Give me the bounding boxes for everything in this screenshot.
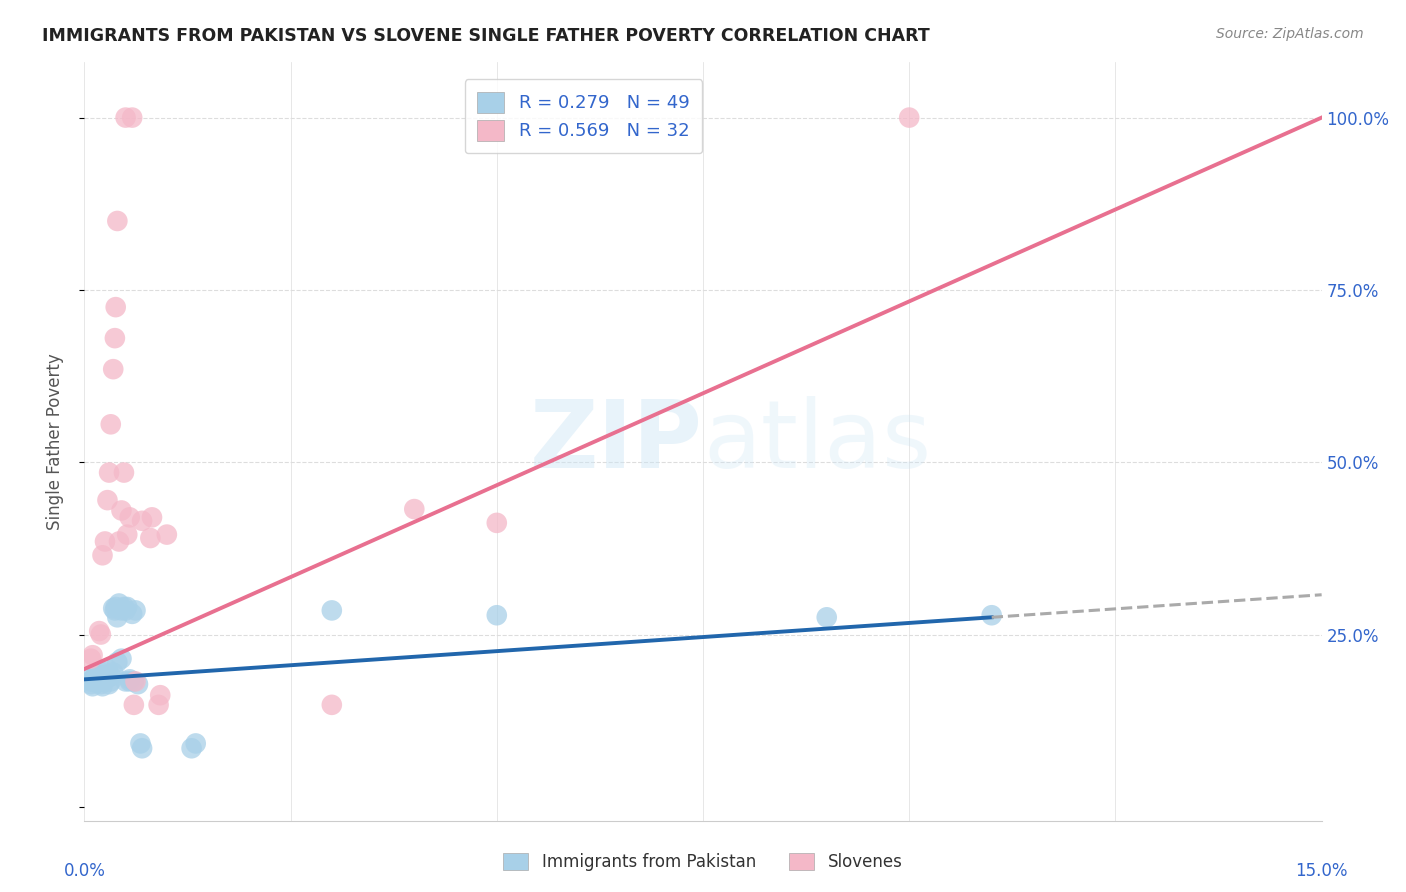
Point	[131, 514, 153, 528]
Y-axis label: Single Father Poverty: Single Father Poverty	[45, 353, 63, 530]
Point	[98, 677, 121, 691]
Point	[129, 736, 152, 750]
Legend: Immigrants from Pakistan, Slovenes: Immigrants from Pakistan, Slovenes	[495, 845, 911, 880]
Legend: R = 0.279   N = 49, R = 0.569   N = 32: R = 0.279 N = 49, R = 0.569 N = 32	[464, 79, 702, 153]
Point	[485, 516, 508, 530]
Point	[321, 698, 343, 712]
Point	[94, 534, 117, 549]
Point	[90, 671, 112, 685]
Point	[91, 674, 114, 689]
Point	[485, 608, 508, 623]
Point	[96, 493, 118, 508]
Point	[139, 531, 162, 545]
Point	[103, 601, 125, 615]
Point	[104, 331, 127, 345]
Point	[80, 677, 103, 691]
Point	[112, 466, 135, 480]
Text: 0.0%: 0.0%	[63, 862, 105, 880]
Point	[98, 670, 121, 684]
Point	[110, 603, 132, 617]
Point	[89, 669, 111, 683]
Point	[100, 417, 122, 432]
Point	[118, 674, 141, 689]
Point	[105, 655, 128, 669]
Point	[91, 548, 114, 563]
Point	[118, 510, 141, 524]
Point	[108, 534, 131, 549]
Point	[110, 503, 132, 517]
Text: IMMIGRANTS FROM PAKISTAN VS SLOVENE SINGLE FATHER POVERTY CORRELATION CHART: IMMIGRANTS FROM PAKISTAN VS SLOVENE SING…	[42, 27, 929, 45]
Point	[131, 741, 153, 756]
Point	[80, 651, 103, 665]
Point	[77, 673, 100, 687]
Point	[100, 674, 122, 689]
Point	[124, 603, 146, 617]
Point	[180, 741, 202, 756]
Point	[86, 675, 108, 690]
Point	[98, 466, 121, 480]
Point	[404, 502, 426, 516]
Point	[156, 527, 179, 541]
Point	[91, 679, 114, 693]
Point	[103, 362, 125, 376]
Point	[82, 679, 104, 693]
Point	[100, 669, 122, 683]
Point	[815, 610, 838, 624]
Point	[117, 527, 139, 541]
Point	[121, 111, 143, 125]
Point	[141, 510, 163, 524]
Point	[114, 603, 136, 617]
Point	[118, 673, 141, 687]
Point	[104, 603, 127, 617]
Point	[82, 648, 104, 663]
Point	[112, 599, 135, 614]
Point	[124, 674, 146, 689]
Point	[117, 599, 139, 614]
Point	[86, 667, 108, 681]
Point	[103, 665, 125, 680]
Text: ZIP: ZIP	[530, 395, 703, 488]
Point	[105, 214, 128, 228]
Point	[104, 300, 127, 314]
Text: 15.0%: 15.0%	[1295, 862, 1348, 880]
Point	[110, 651, 132, 665]
Point	[105, 610, 128, 624]
Text: atlas: atlas	[703, 395, 931, 488]
Point	[122, 674, 145, 689]
Point	[104, 599, 127, 614]
Point	[121, 607, 143, 621]
Point	[96, 662, 118, 676]
Point	[114, 674, 136, 689]
Point	[148, 698, 170, 712]
Point	[898, 111, 921, 125]
Point	[321, 603, 343, 617]
Point	[94, 665, 117, 680]
Point	[94, 673, 117, 687]
Point	[87, 673, 110, 687]
Point	[184, 736, 207, 750]
Point	[980, 608, 1002, 623]
Point	[114, 111, 136, 125]
Text: Source: ZipAtlas.com: Source: ZipAtlas.com	[1216, 27, 1364, 41]
Point	[127, 677, 149, 691]
Point	[90, 677, 112, 691]
Point	[83, 670, 105, 684]
Point	[79, 674, 101, 689]
Point	[149, 688, 172, 702]
Point	[108, 597, 131, 611]
Point	[89, 624, 111, 639]
Point	[96, 667, 118, 681]
Point	[90, 627, 112, 641]
Point	[122, 698, 145, 712]
Point	[82, 673, 104, 688]
